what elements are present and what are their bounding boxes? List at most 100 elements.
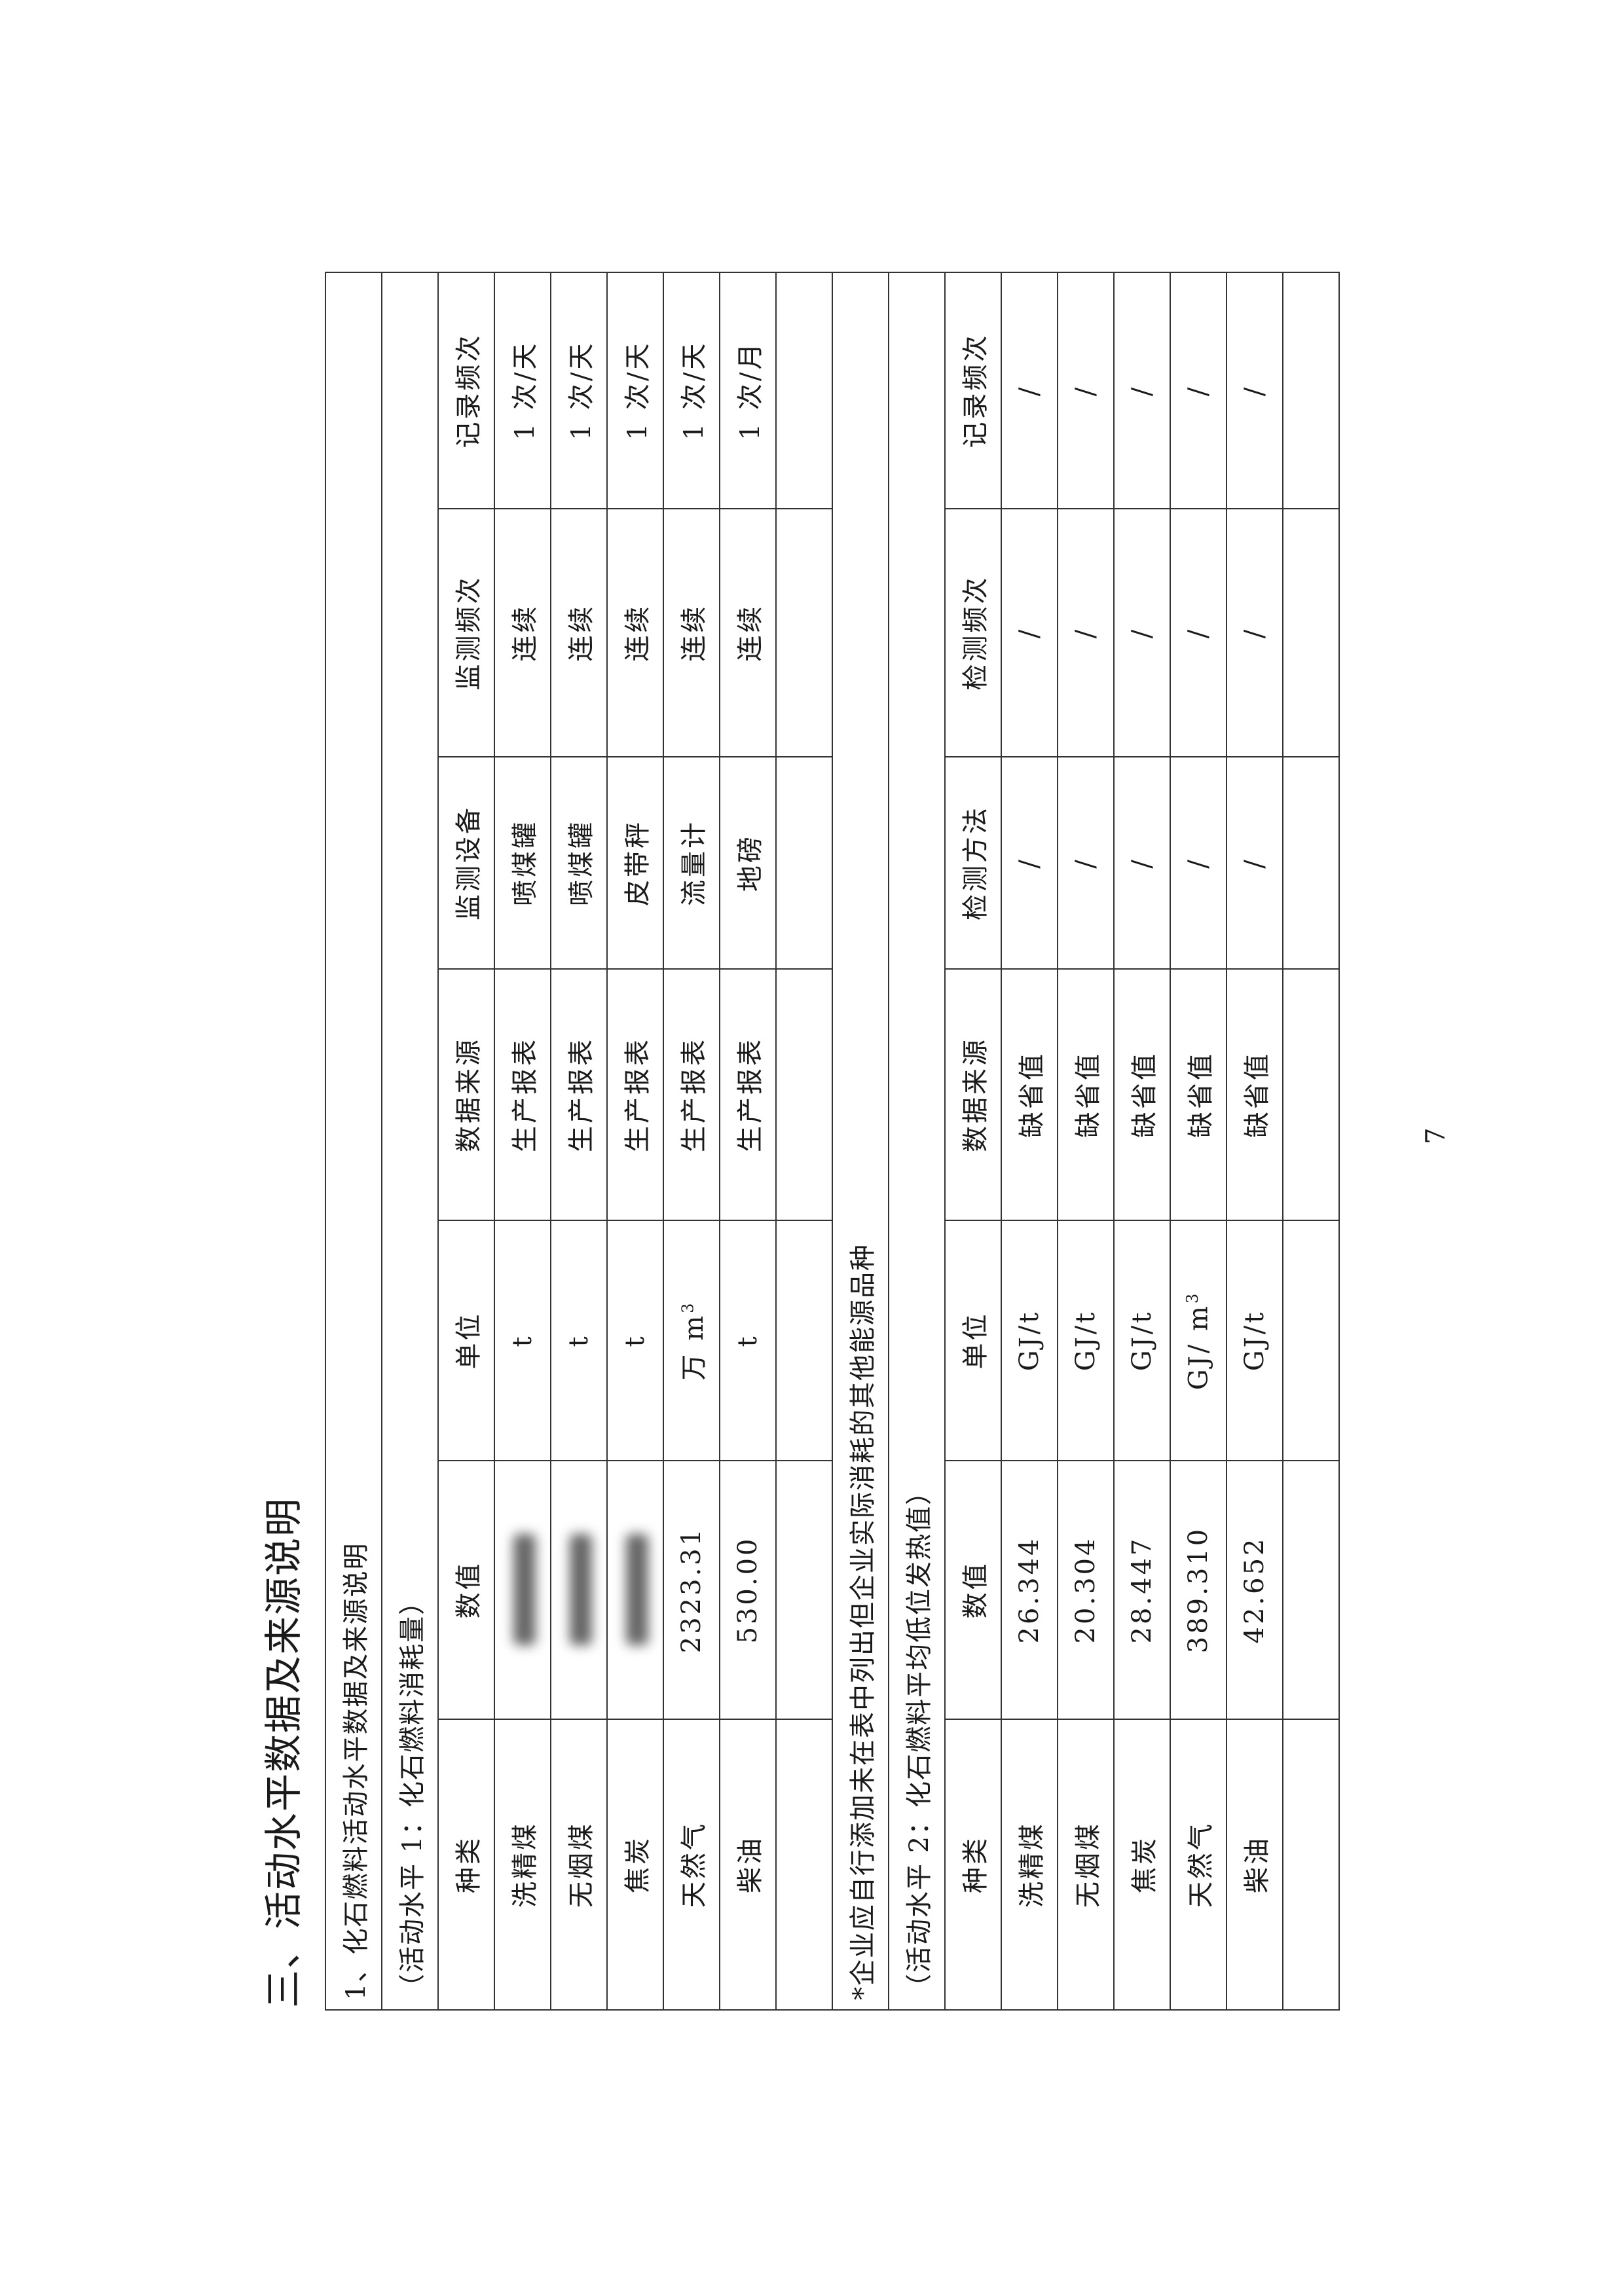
cell-type: 洗精煤 xyxy=(1001,1719,1058,2010)
table-row: 柴油 42.652 GJ/t 缺省值 / / / xyxy=(1227,272,1283,2010)
cell-source: 生产报表 xyxy=(663,969,720,1220)
cell-unit: GJ/ m3 xyxy=(1170,1220,1227,1461)
column-header: 记录频次 xyxy=(945,272,1001,509)
cell-source: 缺省值 xyxy=(1227,969,1283,1220)
cell-test-freq: / xyxy=(1114,509,1170,757)
cell-unit: GJ/t xyxy=(1227,1220,1283,1461)
table1-caption-row: （活动水平 1：化石燃料消耗量） xyxy=(382,272,438,2010)
table-row: 柴油 530.00 t 生产报表 地磅 连续 1 次/月 xyxy=(720,272,776,2010)
cell-type: 无烟煤 xyxy=(551,1719,607,2010)
cell-source: 缺省值 xyxy=(1001,969,1058,1220)
column-header: 单位 xyxy=(438,1220,494,1461)
table-row: 无烟煤 20.304 GJ/t 缺省值 / / / xyxy=(1058,272,1114,2010)
cell-record-freq: / xyxy=(1170,272,1227,509)
unit-text: 万 m xyxy=(679,1313,709,1381)
cell-test-freq: / xyxy=(1001,509,1058,757)
cell-type: 柴油 xyxy=(1227,1719,1283,2010)
page-number: 7 xyxy=(1420,1127,1451,1144)
cell-unit: 万 m3 xyxy=(663,1220,720,1461)
unit-text: GJ/ m xyxy=(1183,1303,1214,1391)
empty-cell xyxy=(776,969,832,1220)
table1-caption: （活动水平 1：化石燃料消耗量） xyxy=(382,272,438,2010)
cell-value xyxy=(607,1461,663,1719)
unit-superscript: 3 xyxy=(678,1300,697,1313)
empty-row xyxy=(1283,272,1339,2010)
cell-value xyxy=(494,1461,551,1719)
section-title-row: 1、化石燃料活动水平数据及来源说明 xyxy=(325,272,382,2010)
table-row: 洗精煤 t 生产报表 喷煤罐 连续 1 次/天 xyxy=(494,272,551,2010)
cell-record-freq: / xyxy=(1114,272,1170,509)
cell-source: 缺省值 xyxy=(1058,969,1114,1220)
table-header-row: 种类 数值 单位 数据来源 监测设备 监测频次 记录频次 xyxy=(438,272,494,2010)
empty-cell xyxy=(1283,1220,1339,1461)
cell-monitor-freq: 连续 xyxy=(494,509,551,757)
cell-source: 生产报表 xyxy=(607,969,663,1220)
column-header: 数值 xyxy=(945,1461,1001,1719)
cell-device: 地磅 xyxy=(720,757,776,969)
cell-source: 生产报表 xyxy=(551,969,607,1220)
redacted-value xyxy=(570,1534,592,1646)
cell-unit: t xyxy=(551,1220,607,1461)
cell-type: 洗精煤 xyxy=(494,1719,551,2010)
cell-type: 焦炭 xyxy=(1114,1719,1170,2010)
empty-cell xyxy=(1283,969,1339,1220)
empty-cell xyxy=(776,1461,832,1719)
cell-device: 喷煤罐 xyxy=(494,757,551,969)
empty-row xyxy=(776,272,832,2010)
cell-record-freq: 1 次/天 xyxy=(551,272,607,509)
cell-record-freq: / xyxy=(1227,272,1283,509)
column-header: 监测设备 xyxy=(438,757,494,969)
empty-cell xyxy=(1283,509,1339,757)
column-header: 数据来源 xyxy=(438,969,494,1220)
cell-unit: t xyxy=(607,1220,663,1461)
cell-method: / xyxy=(1227,757,1283,969)
cell-record-freq: 1 次/月 xyxy=(720,272,776,509)
cell-device: 喷煤罐 xyxy=(551,757,607,969)
cell-unit: t xyxy=(494,1220,551,1461)
table-row: 天然气 2323.31 万 m3 生产报表 流量计 连续 1 次/天 xyxy=(663,272,720,2010)
empty-cell xyxy=(776,509,832,757)
cell-method: / xyxy=(1114,757,1170,969)
cell-unit: GJ/t xyxy=(1001,1220,1058,1461)
table-row: 焦炭 t 生产报表 皮带秤 连续 1 次/天 xyxy=(607,272,663,2010)
cell-type: 天然气 xyxy=(1170,1719,1227,2010)
cell-record-freq: / xyxy=(1058,272,1114,509)
cell-value: 28.447 xyxy=(1114,1461,1170,1719)
cell-source: 生产报表 xyxy=(494,969,551,1220)
cell-value: 26.344 xyxy=(1001,1461,1058,1719)
cell-test-freq: / xyxy=(1058,509,1114,757)
cell-device: 流量计 xyxy=(663,757,720,969)
cell-value: 2323.31 xyxy=(663,1461,720,1719)
cell-monitor-freq: 连续 xyxy=(720,509,776,757)
cell-unit: t xyxy=(720,1220,776,1461)
empty-cell xyxy=(776,272,832,509)
cell-record-freq: 1 次/天 xyxy=(663,272,720,509)
table-header-row: 种类 数值 单位 数据来源 检测方法 检测频次 记录频次 xyxy=(945,272,1001,2010)
empty-cell xyxy=(1283,1461,1339,1719)
column-header: 数值 xyxy=(438,1461,494,1719)
cell-method: / xyxy=(1170,757,1227,969)
cell-unit: GJ/t xyxy=(1114,1220,1170,1461)
column-header: 单位 xyxy=(945,1220,1001,1461)
cell-type: 无烟煤 xyxy=(1058,1719,1114,2010)
cell-method: / xyxy=(1001,757,1058,969)
cell-source: 生产报表 xyxy=(720,969,776,1220)
cell-unit: GJ/t xyxy=(1058,1220,1114,1461)
table-row: 焦炭 28.447 GJ/t 缺省值 / / / xyxy=(1114,272,1170,2010)
empty-cell xyxy=(1283,272,1339,509)
column-header: 检测方法 xyxy=(945,757,1001,969)
empty-cell xyxy=(776,1220,832,1461)
cell-record-freq: / xyxy=(1001,272,1058,509)
cell-monitor-freq: 连续 xyxy=(607,509,663,757)
empty-cell xyxy=(1283,1719,1339,2010)
empty-cell xyxy=(1283,757,1339,969)
column-header: 种类 xyxy=(438,1719,494,2010)
section-title: 1、化石燃料活动水平数据及来源说明 xyxy=(325,272,382,2010)
footnote: *企业应自行添加未在表中列出但企业实际消耗的其他能源品种 xyxy=(832,272,889,2010)
cell-value xyxy=(551,1461,607,1719)
cell-type: 柴油 xyxy=(720,1719,776,2010)
redacted-value xyxy=(626,1534,648,1646)
empty-cell xyxy=(776,757,832,969)
table2-caption-row: （活动水平 2：化石燃料平均低位发热值） xyxy=(889,272,945,2010)
column-header: 数据来源 xyxy=(945,969,1001,1220)
